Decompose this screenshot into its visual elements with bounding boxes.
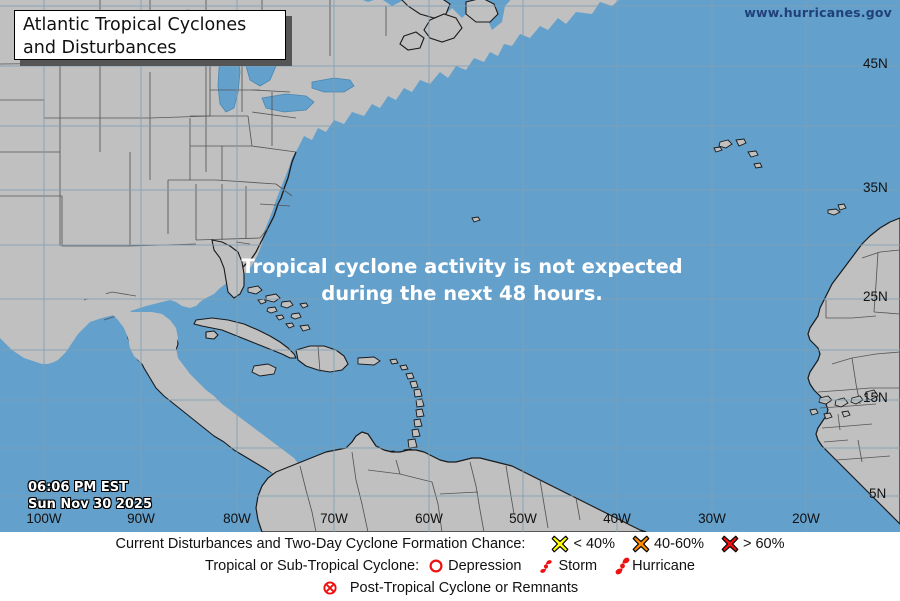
- title-line-1: Atlantic Tropical Cyclones: [23, 15, 247, 35]
- map-canvas[interactable]: Atlantic Tropical Cyclones and Disturban…: [0, 0, 900, 532]
- legend-chance-label-high: > 60%: [742, 535, 785, 552]
- legend-row2-label: Tropical or Sub-Tropical Cyclone:: [205, 558, 420, 574]
- lon-label-20w: 20W: [792, 511, 820, 526]
- legend-chance-label-low: < 40%: [573, 535, 615, 552]
- issuance-timestamp: 06:06 PM EST Sun Nov 30 2025: [28, 479, 152, 513]
- timestamp-time: 06:06 PM EST: [28, 480, 129, 495]
- x-marker-orange-icon: [632, 535, 650, 553]
- legend-depression-label: Depression: [448, 558, 522, 574]
- title-line-2: and Disturbances: [23, 38, 177, 58]
- lon-label-30w: 30W: [698, 511, 726, 526]
- lon-label-100w: 100W: [26, 511, 62, 526]
- legend-post-tropical-label: Post-Tropical Cyclone or Remnants: [349, 580, 579, 596]
- map-legend: Current Disturbances and Two-Day Cyclone…: [0, 532, 900, 601]
- tropical-storm-icon: [538, 558, 554, 575]
- lat-label-35n: 35N: [863, 180, 888, 195]
- map-graphic: [0, 0, 900, 532]
- lon-label-90w: 90W: [127, 511, 155, 526]
- legend-post-tropical-row: Post-Tropical Cyclone or Remnants: [0, 577, 900, 599]
- lat-label-25n: 25N: [863, 289, 888, 304]
- lat-label-15n: 15N: [863, 390, 888, 405]
- lat-label-5n: 5N: [869, 486, 887, 501]
- map-title-box: Atlantic Tropical Cyclones and Disturban…: [14, 10, 286, 60]
- depression-circle-icon: [428, 558, 444, 574]
- timestamp-date: Sun Nov 30 2025: [28, 497, 153, 512]
- legend-cyclone-type-row: Tropical or Sub-Tropical Cyclone: Depres…: [0, 555, 900, 577]
- x-marker-yellow-icon: [551, 535, 569, 553]
- legend-storm-label: Storm: [558, 558, 598, 574]
- post-tropical-icon: [322, 580, 338, 596]
- website-watermark: www.hurricanes.gov: [744, 5, 892, 20]
- lon-label-70w: 70W: [320, 511, 348, 526]
- x-marker-red-icon: [721, 535, 739, 553]
- legend-chance-label-medium: 40-60%: [653, 535, 704, 552]
- legend-hurricane-label: Hurricane: [632, 558, 695, 574]
- hurricane-icon: [614, 556, 631, 576]
- lat-label-45n: 45N: [863, 56, 888, 71]
- lon-label-40w: 40W: [603, 511, 631, 526]
- lon-label-80w: 80W: [223, 511, 251, 526]
- legend-row1-label: Current Disturbances and Two-Day Cyclone…: [115, 535, 526, 552]
- lon-label-50w: 50W: [509, 511, 537, 526]
- legend-formation-chance-row: Current Disturbances and Two-Day Cyclone…: [0, 532, 900, 555]
- lon-label-60w: 60W: [415, 511, 443, 526]
